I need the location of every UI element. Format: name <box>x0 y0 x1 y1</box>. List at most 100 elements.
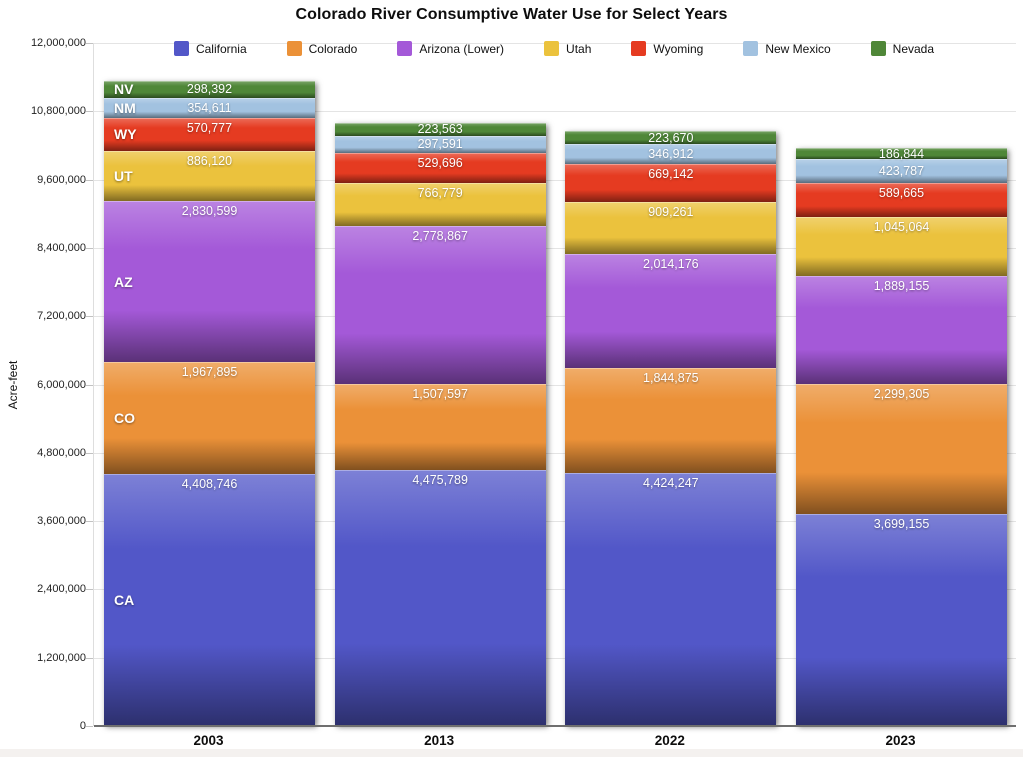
segment-value-label: 4,408,746 <box>181 477 238 492</box>
segment-value-label: 346,912 <box>648 146 694 161</box>
y-axis-tick <box>86 726 93 727</box>
gridline <box>94 316 1016 318</box>
segment-abbr-label-az: AZ <box>114 273 133 290</box>
bar-segment-az-2013: 2,778,867 <box>334 226 546 385</box>
bar-segment-ca-2023: 3,699,155 <box>796 514 1007 725</box>
y-axis-tick <box>86 521 93 523</box>
segment-value-label: 223,563 <box>417 122 463 137</box>
legend-label: Nevada <box>892 41 935 56</box>
segment-abbr-label-ut: UT <box>114 167 133 184</box>
bar-segment-co-2023: 2,299,305 <box>796 383 1007 515</box>
x-category-label-2003: 2003 <box>193 733 224 748</box>
bar-2003: 4,408,746 CA 1,967,895 CO 2,830,599 AZ 886,120… <box>104 42 315 725</box>
bottom-strip <box>0 749 1023 757</box>
segment-value-label: 4,424,247 <box>643 476 699 491</box>
bar-segment-co-2003: 1,967,895 CO <box>104 362 315 475</box>
segment-value-label: 1,045,064 <box>873 219 930 234</box>
gridline <box>94 521 1016 523</box>
y-axis-tick <box>86 43 93 44</box>
y-tick-label: 2,400,000 <box>37 583 86 596</box>
chart-title: Colorado River Consumptive Water Use for… <box>295 6 728 23</box>
gridline <box>94 657 1016 659</box>
legend-item-nm: New Mexico <box>743 41 831 56</box>
bar-segment-co-2013: 1,507,597 <box>334 384 546 471</box>
y-axis-tick <box>86 657 93 659</box>
y-axis-tick <box>86 452 93 454</box>
segment-value-label: 423,787 <box>878 163 925 178</box>
y-tick-label: 0 <box>79 720 86 732</box>
bar-segment-nv-2003: 298,392 NV <box>104 80 315 98</box>
bar-2022: 4,424,247 1,844,875 2,014,176 909,261 669,14… <box>565 42 777 725</box>
x-category-label-2022: 2022 <box>654 733 685 748</box>
legend-swatch-wy <box>631 41 647 56</box>
legend-swatch-nm <box>743 41 759 56</box>
bar-segment-az-2003: 2,830,599 AZ <box>104 200 315 363</box>
legend-item-nv: Nevada <box>870 41 935 56</box>
bar-segment-nv-2023: 186,844 <box>796 146 1007 161</box>
gridline <box>94 589 1016 591</box>
legend-label: Utah <box>566 41 592 56</box>
segment-abbr-label-ca: CA <box>114 591 135 608</box>
gridline <box>94 384 1016 386</box>
bar-segment-co-2022: 1,844,875 <box>565 368 777 474</box>
bar-segment-nm-2023: 423,787 <box>796 158 1007 184</box>
bar-segment-ut-2023: 1,045,064 <box>796 216 1007 277</box>
x-axis-line <box>94 725 1016 727</box>
y-tick-label: 10,800,000 <box>30 105 86 118</box>
segment-value-label: 3,699,155 <box>873 517 930 532</box>
bar-segment-ut-2013: 766,779 <box>334 182 546 227</box>
legend-label: California <box>195 41 247 56</box>
segment-abbr-label-wy: WY <box>114 126 137 143</box>
bar-segment-nm-2013: 297,591 <box>334 135 546 153</box>
bar-segment-nv-2022: 223,670 <box>565 130 777 145</box>
y-axis-tick <box>86 179 93 181</box>
segment-value-label: 298,392 <box>186 82 233 97</box>
segment-value-label: 669,142 <box>648 166 694 181</box>
legend-swatch-az <box>397 41 413 56</box>
segment-value-label: 297,591 <box>417 137 463 152</box>
y-tick-label: 1,200,000 <box>37 651 86 664</box>
segment-value-label: 186,844 <box>878 146 925 161</box>
segment-value-label: 766,779 <box>417 185 463 200</box>
gridline <box>94 179 1016 181</box>
segment-value-label: 1,889,155 <box>873 279 930 294</box>
gridline <box>94 452 1016 454</box>
segment-abbr-label-co: CO <box>114 410 135 427</box>
legend-swatch-ca <box>173 41 189 56</box>
y-axis-tick <box>86 111 93 113</box>
bar-segment-ca-2013: 4,475,789 <box>334 470 546 725</box>
segment-value-label: 2,830,599 <box>181 203 238 218</box>
y-tick-label: 4,800,000 <box>37 446 86 459</box>
legend-swatch-nv <box>870 41 886 56</box>
segment-value-label: 1,967,895 <box>181 365 238 380</box>
segment-abbr-label-nm: NM <box>114 99 136 116</box>
segment-value-label: 589,665 <box>878 186 925 201</box>
segment-value-label: 1,844,875 <box>643 371 699 386</box>
bar-segment-wy-2013: 529,696 <box>334 152 546 183</box>
segment-value-label: 354,611 <box>187 100 232 115</box>
legend-swatch-ut <box>544 41 560 56</box>
segment-value-label: 4,475,789 <box>412 473 468 488</box>
y-tick-label: 8,400,000 <box>37 241 86 254</box>
legend-label: New Mexico <box>765 41 831 56</box>
y-tick-label: 9,600,000 <box>37 173 86 186</box>
segment-value-label: 529,696 <box>417 155 463 170</box>
bar-segment-nv-2013: 223,563 <box>334 122 546 137</box>
bar-segment-wy-2022: 669,142 <box>565 163 777 202</box>
segment-value-label: 2,778,867 <box>412 229 468 244</box>
y-tick-label: 12,000,000 <box>30 37 86 49</box>
segment-value-label: 886,120 <box>186 153 233 168</box>
bar-segment-nm-2003: 354,611 NM <box>104 97 315 119</box>
legend-item-ca: California <box>173 41 247 56</box>
segment-abbr-label-nv: NV <box>114 81 134 98</box>
segment-value-label: 223,670 <box>648 130 694 145</box>
legend-item-co: Colorado <box>286 41 357 56</box>
y-axis-tick <box>86 247 93 249</box>
legend-label: Wyoming <box>653 41 704 56</box>
bar-segment-az-2022: 2,014,176 <box>565 253 777 369</box>
bar-2023: 3,699,155 2,299,305 1,889,155 1,045,064 589,… <box>796 42 1007 725</box>
legend-item-ut: Utah <box>544 41 591 56</box>
segment-value-label: 1,507,597 <box>412 387 468 402</box>
bar-segment-nm-2022: 346,912 <box>565 143 777 164</box>
